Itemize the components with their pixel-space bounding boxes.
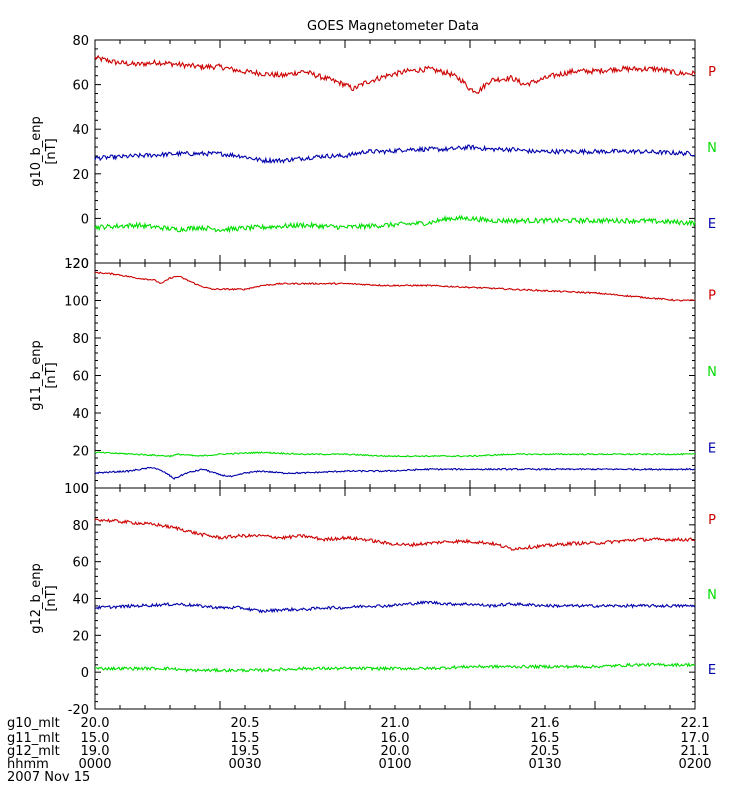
x-tick-label: 19.5 — [231, 744, 260, 759]
x-tick-label: 0130 — [528, 757, 561, 772]
y-tick-label: 0 — [81, 212, 89, 227]
legend-p: P — [708, 513, 716, 528]
series-line-p — [94, 54, 696, 95]
legend-n: N — [707, 365, 717, 380]
x-tick-label: 22.1 — [681, 716, 710, 731]
y-tick-label: 20 — [72, 629, 89, 644]
x-tick-label: 20.5 — [531, 744, 560, 759]
x-tick-label: 15.0 — [81, 731, 110, 746]
x-row-label: g12_mlt — [7, 744, 60, 759]
legend-n: N — [707, 141, 717, 156]
y-tick-label: 40 — [72, 123, 89, 138]
series-line-e — [94, 451, 695, 458]
legend-n: N — [707, 588, 717, 603]
y-tick-label: 40 — [72, 593, 89, 608]
x-tick-label: 0200 — [678, 757, 711, 772]
x-row-label: hhmm — [7, 757, 49, 772]
x-row-label: g11_mlt — [7, 731, 60, 746]
legend-p: P — [708, 289, 716, 304]
legend-p: P — [708, 65, 716, 80]
y-tick-label: 100 — [64, 482, 89, 497]
x-tick-label: 21.0 — [381, 716, 410, 731]
y-tick-label: 0 — [81, 482, 89, 497]
x-tick-label: 20.5 — [231, 716, 260, 731]
y-tick-label: 80 — [72, 332, 89, 347]
panel-3: -20 0 20 40 60 80 100 g12_b_enp [nT] P N E — [29, 482, 717, 718]
y-tick-label: -20 — [68, 703, 89, 718]
y-axis-units: [nT] — [44, 138, 59, 164]
series-line-p — [94, 271, 695, 302]
x-tick-label: 16.5 — [531, 731, 560, 746]
y-tick-label: 100 — [64, 295, 89, 310]
chart-title: GOES Magnetometer Data — [307, 19, 479, 34]
x-tick-label: 0000 — [78, 757, 111, 772]
x-tick-label: 21.6 — [531, 716, 560, 731]
legend-e: E — [708, 442, 716, 457]
x-tick-label: 15.5 — [231, 731, 260, 746]
y-tick-label: 60 — [72, 556, 89, 571]
x-tick-label: 17.0 — [681, 731, 710, 746]
panel-2: 0 20 40 60 80 100 120 g11_b_enp [nT] P N E — [29, 257, 717, 497]
y-tick-label: 40 — [72, 407, 89, 422]
legend-e: E — [708, 217, 716, 232]
date-label: 2007 Nov 15 — [7, 770, 90, 785]
y-axis-label: g10_b_enp — [29, 116, 44, 187]
panel-frame — [94, 487, 696, 710]
y-axis-label: g11_b_enp — [29, 340, 44, 411]
x-tick-label: 16.0 — [381, 731, 410, 746]
x-tick-label: 0100 — [378, 757, 411, 772]
y-axis-label: g12_b_enp — [29, 563, 44, 634]
x-tick-label: 0030 — [228, 757, 261, 772]
series-line-e — [94, 214, 696, 234]
y-tick-label: 80 — [72, 34, 89, 49]
y-tick-label: 20 — [72, 445, 89, 460]
series-line-p — [94, 518, 696, 551]
x-tick-label: 19.0 — [81, 744, 110, 759]
x-row-label: g10_mlt — [7, 716, 60, 731]
series-line-e — [95, 662, 695, 673]
x-tick-label: 20.0 — [381, 744, 410, 759]
x-tick-label: 20.0 — [81, 716, 110, 731]
y-axis-units: [nT] — [44, 362, 59, 388]
series-line-n — [94, 144, 696, 165]
y-tick-label: 80 — [72, 519, 89, 534]
y-tick-label: 60 — [72, 79, 89, 94]
y-tick-label: -20 — [68, 257, 89, 272]
y-tick-label: 120 — [64, 257, 89, 272]
series-line-n — [94, 466, 696, 480]
legend-e: E — [708, 663, 716, 678]
x-axis-labels: g10_mlt 20.0 20.5 21.0 21.6 22.1 g11_mlt 15.0 15… — [7, 716, 712, 772]
x-tick-label: 21.1 — [681, 744, 710, 759]
y-axis-units: [nT] — [44, 585, 59, 611]
panel-1: -20 0 20 40 60 80 g10_b_enp [nT] P N E — [29, 34, 717, 272]
series-line-n — [94, 600, 696, 614]
y-tick-label: 0 — [81, 666, 89, 681]
y-tick-label: 20 — [72, 168, 89, 183]
y-tick-label: 60 — [72, 370, 89, 385]
